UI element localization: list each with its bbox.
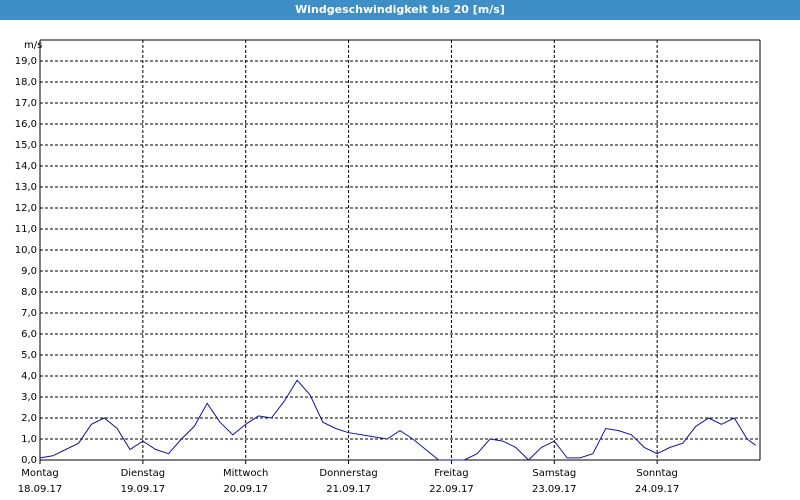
- y-tick-label: 14,0: [15, 161, 37, 172]
- y-tick-label: 12,0: [15, 203, 37, 214]
- y-tick-label: 1,0: [21, 434, 37, 445]
- y-tick-label: 10,0: [15, 245, 37, 256]
- y-tick-label: 16,0: [15, 119, 37, 130]
- x-tick-label: Samstag: [532, 468, 576, 479]
- y-axis-label: m/s: [24, 40, 42, 51]
- x-tick-date: 21.09.17: [326, 484, 371, 495]
- x-tick-date: 24.09.17: [635, 484, 680, 495]
- y-tick-label: 4,0: [21, 371, 37, 382]
- y-tick-label: 8,0: [21, 287, 37, 298]
- x-tick-date: 23.09.17: [532, 484, 577, 495]
- y-tick-label: 17,0: [15, 98, 37, 109]
- x-tick-label: Montag: [21, 468, 58, 479]
- y-tick-label: 13,0: [15, 182, 37, 193]
- x-tick-date: 18.09.17: [18, 484, 63, 495]
- y-tick-label: 6,0: [21, 329, 37, 340]
- x-tick-label: Mittwoch: [223, 468, 268, 479]
- y-tick-label: 11,0: [15, 224, 37, 235]
- y-tick-label: 5,0: [21, 350, 37, 361]
- x-tick-label: Dienstag: [121, 468, 166, 479]
- chart-title: Windgeschwindigkeit bis 20 [m/s]: [0, 0, 800, 20]
- y-tick-label: 15,0: [15, 140, 37, 151]
- y-tick-label: 19,0: [15, 56, 37, 67]
- y-tick-label: 2,0: [21, 413, 37, 424]
- y-tick-label: 18,0: [15, 77, 37, 88]
- y-tick-label: 3,0: [21, 392, 37, 403]
- y-tick-label: 0,0: [21, 455, 37, 466]
- x-tick-date: 19.09.17: [121, 484, 166, 495]
- x-tick-date: 22.09.17: [429, 484, 474, 495]
- y-tick-label: 7,0: [21, 308, 37, 319]
- x-tick-label: Sonntag: [636, 468, 678, 479]
- x-tick-date: 20.09.17: [223, 484, 268, 495]
- data-line: [39, 379, 757, 461]
- x-tick-label: Freitag: [434, 468, 468, 479]
- y-tick-label: 9,0: [21, 266, 37, 277]
- x-tick-label: Donnerstag: [319, 468, 377, 479]
